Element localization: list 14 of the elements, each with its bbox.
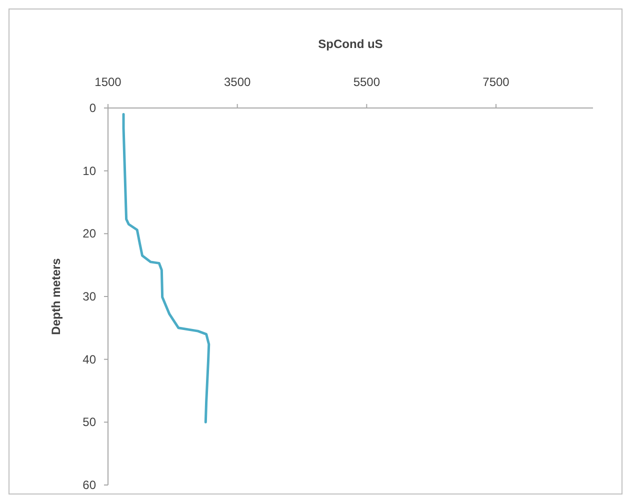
line-series	[122, 113, 210, 424]
y-tick-label: 60	[82, 478, 96, 492]
y-tick-label: 30	[82, 290, 96, 304]
y-tick-label: 0	[89, 101, 96, 115]
y-tick-label: 50	[82, 415, 96, 430]
x-tick-label: 7500	[482, 75, 510, 89]
x-axis-title: SpCond uS	[318, 37, 383, 51]
x-tick-label: 5500	[353, 75, 380, 89]
y-tick-label: 10	[82, 164, 96, 178]
x-tick-label: 3500	[224, 75, 252, 89]
x-tick-label: 1500	[94, 75, 122, 89]
y-tick-label: 20	[82, 226, 96, 241]
y-axis-title: Depth meters	[49, 258, 63, 335]
y-tick-label: 40	[82, 352, 96, 366]
